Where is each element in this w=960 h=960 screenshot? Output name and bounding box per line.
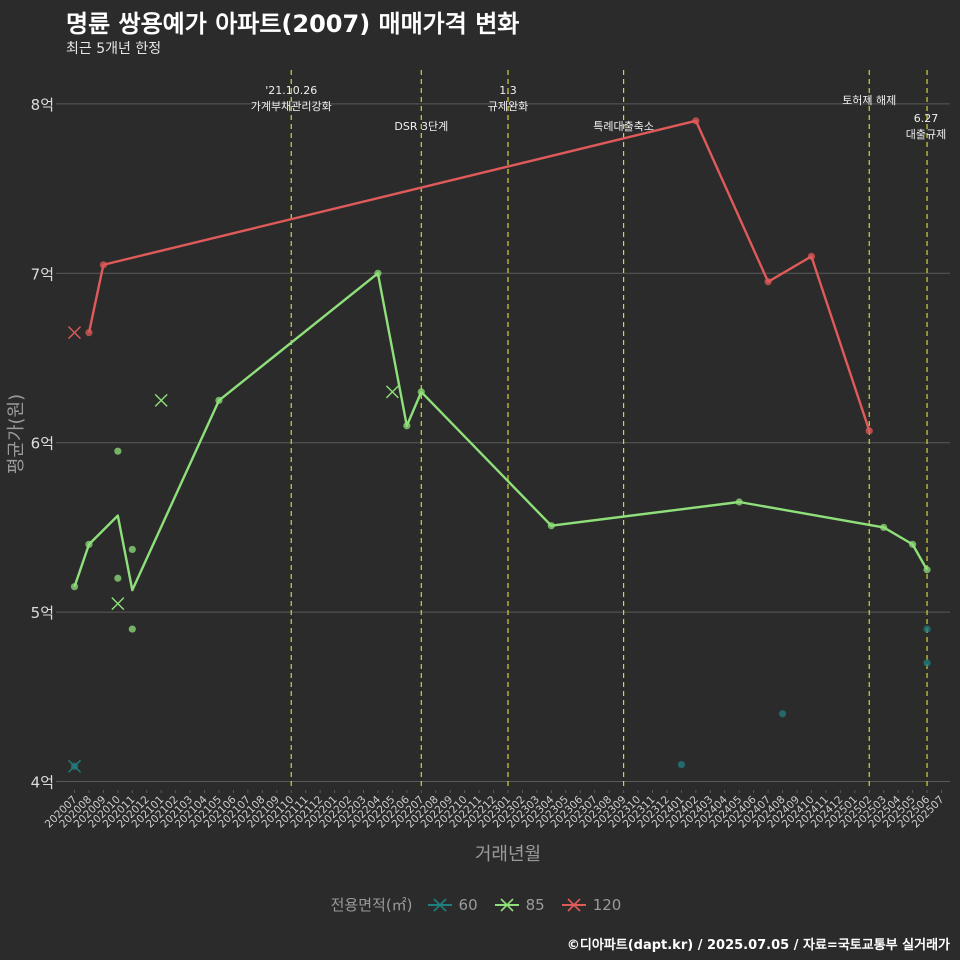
data-point-85 — [114, 447, 122, 455]
data-point-120 — [865, 427, 873, 435]
legend-item-120: 120 — [561, 895, 622, 914]
grid-lines — [60, 103, 950, 783]
data-point-85 — [923, 566, 931, 574]
cross-stroke — [68, 759, 81, 773]
cross-stroke — [154, 393, 168, 407]
cross-marker-85 — [154, 393, 168, 407]
y-tick-label: 5억 — [31, 604, 54, 622]
legend-label-120: 120 — [592, 895, 622, 914]
data-point-85 — [880, 523, 888, 532]
event-label: 규제완화 — [488, 100, 528, 113]
data-point-85 — [215, 396, 223, 404]
data-point-85 — [374, 269, 382, 277]
data-point-85 — [403, 422, 411, 430]
legend-key-60 — [427, 897, 452, 912]
cross-stroke — [385, 385, 399, 399]
event-label: 6.27 — [914, 112, 939, 125]
data-point-85 — [128, 625, 136, 633]
series-line-120 — [87, 119, 871, 432]
cross-stroke — [111, 597, 125, 611]
legend: 전용면적(㎡) 60 85 120 — [0, 894, 960, 915]
cross-marker-85 — [385, 385, 399, 399]
chart-subtitle: 최근 5개년 한정 — [66, 41, 162, 57]
data-point-85 — [70, 583, 79, 591]
data-point-60 — [677, 760, 686, 769]
data-point-120 — [807, 252, 816, 260]
legend-label-60: 60 — [458, 895, 478, 914]
data-point-85 — [114, 574, 122, 582]
x-axis-title: 거래년월 — [475, 844, 541, 865]
data-point-60 — [778, 710, 787, 718]
event-label: 가계부채관리강화 — [251, 100, 332, 113]
axes: 4억5억6억7억8억202007202008202009202010202011… — [31, 96, 947, 831]
event-label: 대출규제 — [906, 128, 946, 141]
data-series — [68, 117, 931, 773]
event-label: 특례대출축소 — [593, 120, 654, 133]
legend-item-60: 60 — [427, 896, 478, 914]
event-label: '21.10.26 — [265, 84, 317, 97]
cross-marker-85 — [111, 597, 125, 611]
event-label: 1.3 — [499, 84, 517, 97]
legend-item-85: 85 — [494, 896, 545, 914]
y-tick-label: 7억 — [31, 265, 54, 283]
data-point-85 — [417, 388, 425, 396]
cross-stroke — [68, 326, 81, 340]
y-tick-label: 4억 — [31, 774, 54, 792]
series-line-85 — [73, 272, 929, 592]
legend-label-85: 85 — [525, 895, 545, 914]
event-label: DSR 3단계 — [394, 120, 448, 133]
data-point-60 — [923, 659, 931, 667]
data-point-85 — [128, 545, 136, 554]
data-point-60 — [923, 625, 931, 633]
data-point-120 — [85, 328, 93, 337]
y-tick-label: 8억 — [31, 96, 54, 114]
data-point-85 — [85, 540, 93, 548]
cross-marker-60 — [68, 759, 81, 773]
data-point-120 — [99, 261, 107, 269]
legend-title: 전용면적(㎡) — [330, 896, 413, 914]
source-caption: ©디아파트(dapt.kr) / 2025.07.05 / 자료=국토교통부 실… — [566, 938, 950, 953]
y-axis-title: 평균가(원) — [6, 394, 27, 474]
data-point-85 — [909, 540, 917, 548]
legend-key-120 — [561, 897, 586, 912]
y-tick-label: 6억 — [31, 435, 54, 453]
legend-key-85 — [494, 897, 519, 912]
data-point-120 — [764, 278, 772, 286]
data-point-120 — [692, 117, 700, 125]
chart-title: 명륜 쌍용예가 아파트(2007) 매매가격 변화 — [66, 10, 520, 38]
data-point-85 — [547, 522, 555, 530]
data-point-85 — [735, 498, 743, 506]
cross-marker-120 — [68, 326, 81, 340]
event-label: 토허제 해제 — [842, 93, 896, 107]
